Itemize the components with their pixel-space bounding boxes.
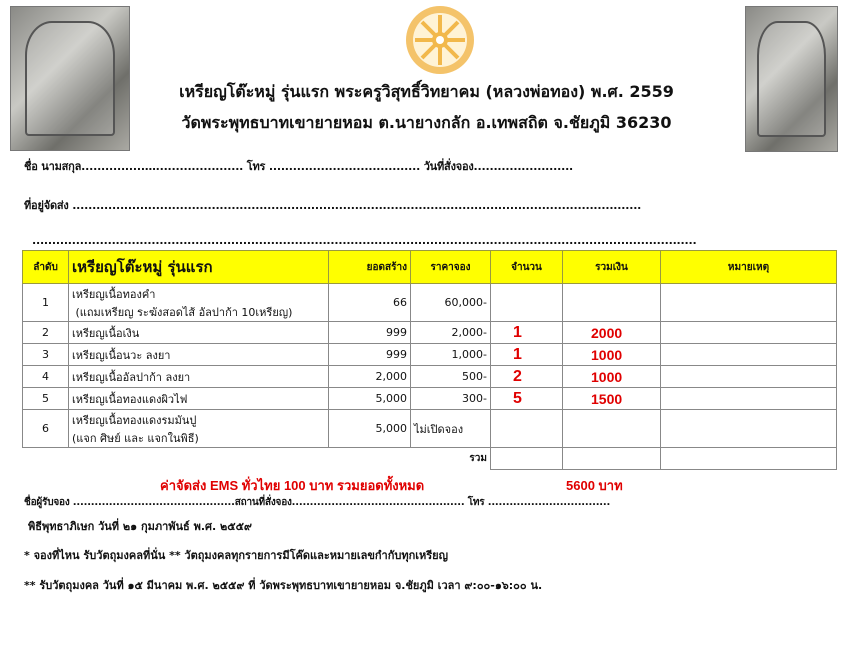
col-name: เหรียญโต๊ะหมู่ รุ่นแรก bbox=[68, 250, 329, 284]
row-remark[interactable] bbox=[660, 343, 837, 366]
medal-back-photo bbox=[745, 6, 838, 152]
shipping-text: ค่าจัดส่ง EMS ทั่วไทย 100 บาท รวมยอดทั้ง… bbox=[160, 478, 425, 493]
row-name-main: เหรียญเนื้อนวะ ลงยา bbox=[72, 348, 171, 362]
row-price: 300- bbox=[410, 387, 491, 410]
pickup-note: * จองที่ไหน รับวัตถุมงคลที่นั่น ** วัตถุ… bbox=[24, 549, 448, 562]
col-no: ลำดับ bbox=[22, 250, 69, 284]
row-total[interactable]: 1000 bbox=[562, 365, 661, 388]
medal-front-photo bbox=[10, 6, 130, 151]
name-phone-date-field[interactable]: ชื่อ นามสกุล................…...........… bbox=[24, 160, 574, 173]
address-field[interactable]: ที่อยู่จัดส่ง ..........................… bbox=[24, 199, 642, 212]
row-name-main: เหรียญเนื้อเงิน bbox=[72, 326, 140, 340]
grand-total: 5600 บาท bbox=[566, 478, 623, 493]
col-price: ราคาจอง bbox=[410, 250, 491, 284]
row-remark[interactable] bbox=[660, 387, 837, 410]
address-field-2[interactable]: ........................................… bbox=[32, 234, 697, 247]
col-made: ยอดสร้าง bbox=[328, 250, 411, 284]
row-made: 999 bbox=[328, 343, 411, 366]
row-remark[interactable] bbox=[660, 283, 837, 322]
row-no: 4 bbox=[22, 365, 69, 388]
row-qty[interactable]: 1 bbox=[490, 321, 563, 344]
row-name: เหรียญเนื้อทองคำ (แถมเหรียญ ระฆังสอดไส้ … bbox=[68, 283, 329, 322]
row-name: เหรียญเนื้อทองแดงผิวไฟ bbox=[68, 387, 329, 410]
row-name-main: เหรียญเนื้อทองแดงรมมันปู bbox=[72, 413, 197, 427]
row-no: 3 bbox=[22, 343, 69, 366]
row-price: 1,000- bbox=[410, 343, 491, 366]
row-no: 1 bbox=[22, 283, 69, 322]
row-made: 2,000 bbox=[328, 365, 411, 388]
title-line-2: วัดพระพุทธบาทเขายายหอม ต.นายางกลัก อ.เทพ… bbox=[181, 113, 672, 132]
row-name: เหรียญเนื้อนวะ ลงยา bbox=[68, 343, 329, 366]
row-name: เหรียญเนื้อเงิน bbox=[68, 321, 329, 344]
dharma-wheel-icon bbox=[406, 6, 474, 74]
row-qty[interactable]: 2 bbox=[490, 365, 563, 388]
row-qty[interactable] bbox=[490, 409, 563, 448]
table-row: 1 เหรียญเนื้อทองคำ (แถมเหรียญ ระฆังสอดไส… bbox=[22, 283, 837, 322]
row-total[interactable]: 1000 bbox=[562, 343, 661, 366]
row-made: 999 bbox=[328, 321, 411, 344]
pickup-date-note: ** รับวัตถุมงคล วันที่ ๑๕ มีนาคม พ.ศ. ๒๕… bbox=[24, 579, 543, 592]
row-remark[interactable] bbox=[660, 321, 837, 344]
sum-total-cell[interactable] bbox=[562, 447, 661, 470]
row-name-main: เหรียญเนื้ออัลปาก้า ลงยา bbox=[72, 370, 191, 384]
row-price: 60,000- bbox=[410, 283, 491, 322]
row-no: 6 bbox=[22, 409, 69, 448]
col-remark: หมายเหตุ bbox=[660, 250, 837, 284]
row-name: เหรียญเนื้ออัลปาก้า ลงยา bbox=[68, 365, 329, 388]
row-no: 5 bbox=[22, 387, 69, 410]
table-row: 6 เหรียญเนื้อทองแดงรมมันปู (แจก ศิษย์ และ… bbox=[22, 409, 837, 448]
ceremony-note: พิธีพุทธาภิเษก วันที่ ๒๑ กุมภาพันธ์ พ.ศ.… bbox=[28, 520, 252, 533]
row-remark[interactable] bbox=[660, 365, 837, 388]
row-name-main: เหรียญเนื้อทองแดงผิวไฟ bbox=[72, 392, 188, 406]
row-made: 66 bbox=[328, 283, 411, 322]
row-total[interactable] bbox=[562, 409, 661, 448]
row-name-sub: (แจก ศิษย์ และ แจกในพิธี) bbox=[72, 431, 199, 445]
table-header: ลำดับ เหรียญโต๊ะหมู่ รุ่นแรก ยอดสร้าง รา… bbox=[22, 250, 837, 284]
table-row: 5 เหรียญเนื้อทองแดงผิวไฟ 5,000 300- 5 15… bbox=[22, 387, 837, 410]
title-line-1: เหรียญโต๊ะหมู่ รุ่นแรก พระครูวิสุทธิ์วิท… bbox=[179, 82, 674, 101]
row-total[interactable]: 2000 bbox=[562, 321, 661, 344]
table-row: 3 เหรียญเนื้อนวะ ลงยา 999 1,000- 1 1000 bbox=[22, 343, 837, 366]
row-price: 500- bbox=[410, 365, 491, 388]
row-qty[interactable] bbox=[490, 283, 563, 322]
row-price: ไม่เปิดจอง bbox=[410, 409, 491, 448]
row-name: เหรียญเนื้อทองแดงรมมันปู (แจก ศิษย์ และ แ… bbox=[68, 409, 329, 448]
col-total: รวมเงิน bbox=[562, 250, 661, 284]
row-remark[interactable] bbox=[660, 409, 837, 448]
row-name-main: เหรียญเนื้อทองคำ bbox=[72, 287, 156, 301]
row-name-sub: (แถมเหรียญ ระฆังสอดไส้ อัลปาก้า 10เหรียญ… bbox=[72, 305, 293, 319]
row-qty[interactable]: 5 bbox=[490, 387, 563, 410]
row-made: 5,000 bbox=[328, 387, 411, 410]
sum-label: รวม bbox=[469, 453, 487, 465]
table-row: 2 เหรียญเนื้อเงิน 999 2,000- 1 2000 bbox=[22, 321, 837, 344]
sum-remark-cell[interactable] bbox=[660, 447, 837, 470]
row-made: 5,000 bbox=[328, 409, 411, 448]
row-total[interactable] bbox=[562, 283, 661, 322]
row-price: 2,000- bbox=[410, 321, 491, 344]
table-row: 4 เหรียญเนื้ออัลปาก้า ลงยา 2,000 500- 2 … bbox=[22, 365, 837, 388]
receiver-field[interactable]: ชื่อผู้รับจอง ..........................… bbox=[24, 497, 611, 508]
order-table: ลำดับ เหรียญโต๊ะหมู่ รุ่นแรก ยอดสร้าง รา… bbox=[22, 250, 837, 470]
sum-row: รวม bbox=[23, 447, 837, 470]
row-total[interactable]: 1500 bbox=[562, 387, 661, 410]
row-qty[interactable]: 1 bbox=[490, 343, 563, 366]
row-no: 2 bbox=[22, 321, 69, 344]
sum-qty-cell[interactable] bbox=[490, 447, 563, 470]
col-qty: จำนวน bbox=[490, 250, 563, 284]
